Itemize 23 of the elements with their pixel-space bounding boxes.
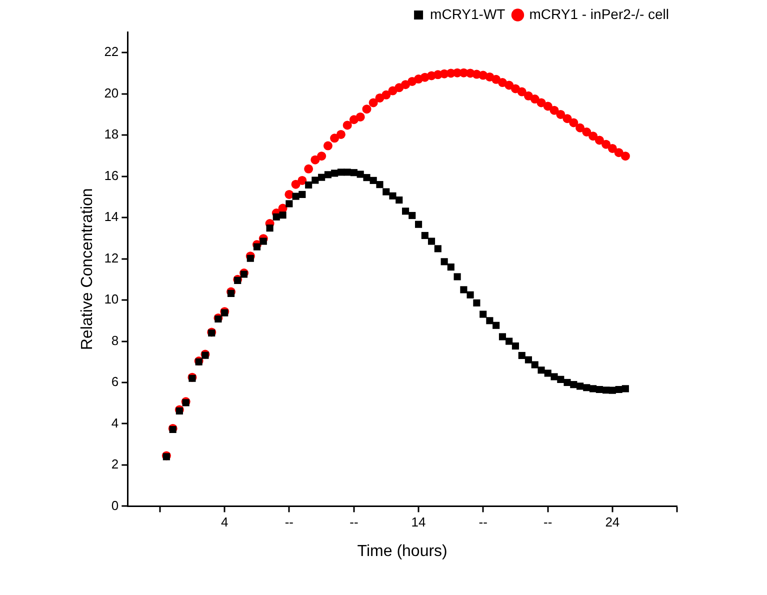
x-tick-label: -- [350, 514, 358, 530]
x-tick-label: 14 [411, 514, 426, 530]
x-axis-title: Time (hours) [357, 542, 448, 560]
y-tick-label: 0 [111, 498, 119, 513]
y-tick-label: 2 [111, 456, 119, 472]
y-tick-label: 18 [104, 126, 119, 142]
y-tick-label: 12 [104, 250, 119, 266]
y-tick-label: 8 [111, 332, 119, 348]
y-tick-label: 10 [104, 292, 119, 307]
y-tick-label: 4 [111, 415, 119, 430]
x-tick-label: -- [284, 514, 294, 530]
x-tick-label: 4 [220, 514, 228, 530]
y-tick-label: 6 [111, 374, 119, 390]
y-axis-title: Relative Concentration [79, 188, 96, 350]
y-tick-label: 22 [104, 44, 119, 60]
x-tick-label: -- [544, 514, 552, 530]
y-tick-label: 14 [104, 209, 119, 224]
y-tick-label: 16 [104, 168, 119, 183]
legend-label: mCRY1 - inPer2-/- cell [529, 6, 670, 22]
x-tick-label: -- [478, 514, 488, 530]
y-tick-label: 20 [104, 85, 119, 100]
x-tick-label: 24 [605, 514, 620, 530]
legend-label: mCRY1-WT [430, 6, 506, 22]
